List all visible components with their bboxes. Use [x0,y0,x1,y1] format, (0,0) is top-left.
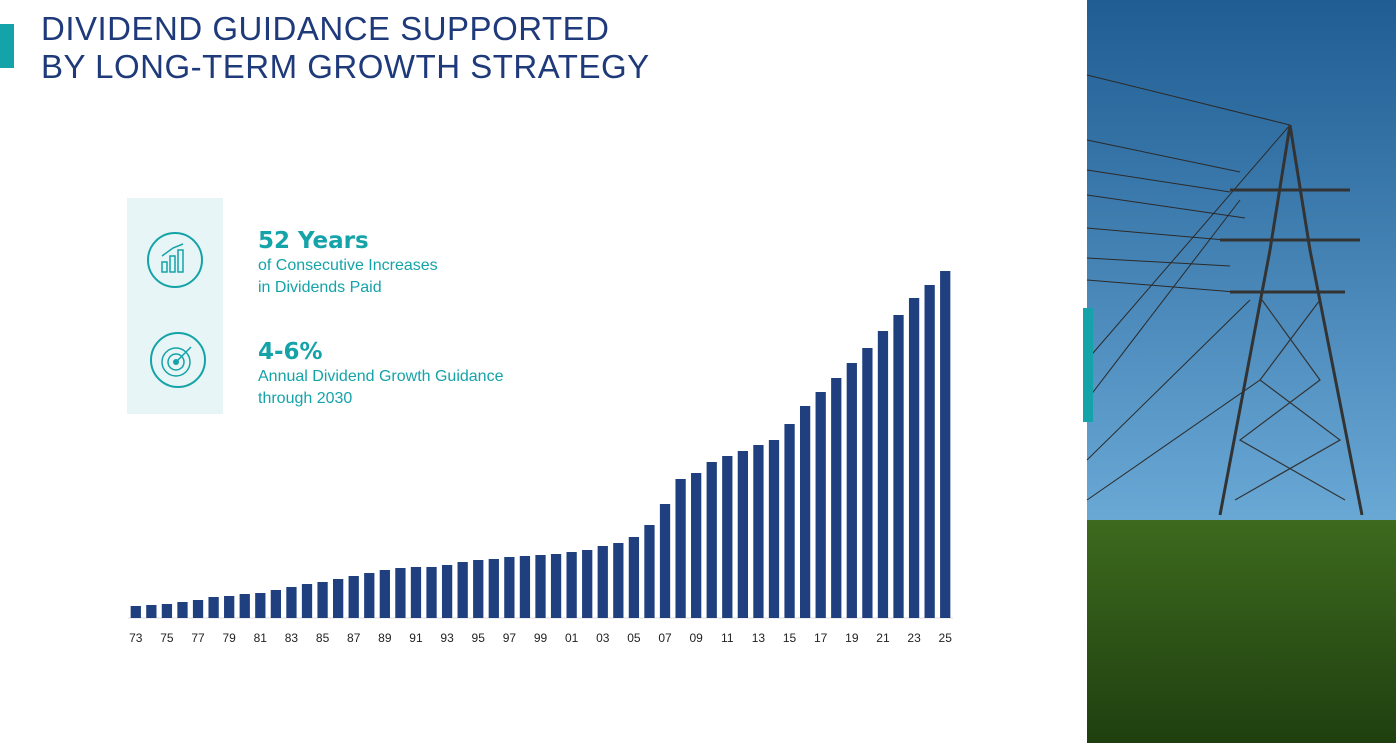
bar [426,567,437,618]
x-tick-label: 15 [783,631,797,645]
bar [441,565,453,618]
x-tick-label: 09 [689,631,703,645]
x-tick-label: 25 [939,631,953,645]
bar [737,451,748,618]
bar [597,546,608,618]
bar [208,597,219,618]
bar [192,600,204,618]
bar [691,473,702,618]
bar [753,445,764,618]
x-tick-label: 87 [347,631,361,645]
bar [224,596,235,618]
bar [706,462,717,618]
bar [768,440,780,618]
bar [799,406,811,618]
stat-text: through 2030 [258,390,353,407]
bar [831,378,842,618]
bar [395,568,406,618]
x-tick-label: 01 [565,631,579,645]
x-tick-label: 23 [907,631,921,645]
stat: 4-6% Annual Dividend Growth Guidance thr… [258,338,503,410]
bar [566,552,577,618]
x-tick-label: 77 [191,631,205,645]
x-tick-label: 21 [876,631,890,645]
stat-text: of Consecutive Increases [258,257,438,274]
x-tick-label: 17 [814,631,828,645]
bar [893,315,904,618]
x-tick-label: 13 [752,631,766,645]
x-tick-label: 05 [627,631,641,645]
bar [846,363,857,618]
bar [348,576,359,618]
x-tick-label: 85 [316,631,330,645]
bar [239,594,250,618]
bar [924,285,935,618]
bar [410,567,422,618]
bar [628,537,640,618]
icon-panel [127,198,223,414]
stat-headline: 52 Years [258,228,369,254]
bar [379,570,390,618]
x-tick-label: 93 [440,631,454,645]
bar [457,562,468,618]
bar [177,602,188,618]
icons [147,232,206,388]
title: DIVIDEND GUIDANCE SUPPORTED BY LONG-TERM… [41,10,650,86]
bar [908,298,920,618]
title-line: DIVIDEND GUIDANCE SUPPORTED [41,10,610,47]
bar [784,424,795,618]
bar [286,587,297,618]
bar [270,590,282,618]
stat: 52 Years of Consecutive Increases in Div… [258,227,438,299]
bar [473,560,484,618]
x-tick-label: 81 [254,631,268,645]
x-tick-label: 03 [596,631,610,645]
bar [255,593,266,618]
x-tick-label: 79 [222,631,236,645]
bar [364,573,375,618]
x-tick-label: 89 [378,631,392,645]
x-tick-label: 07 [658,631,672,645]
bar [815,392,826,618]
bar [317,582,328,618]
bar [582,550,593,618]
bar [659,504,671,618]
stat-headline: 4-6% [258,339,323,365]
bar [504,557,515,618]
accent-bar [0,24,14,68]
x-tick-label: 19 [845,631,859,645]
bar [722,456,733,618]
bar [161,604,173,618]
x-tick-label: 91 [409,631,423,645]
bar [535,555,546,618]
bar [644,525,655,618]
bar [488,559,499,618]
bar [519,556,531,618]
x-tick-label: 99 [534,631,548,645]
bar [550,554,562,618]
bar [146,605,157,618]
x-tick-label: 83 [285,631,299,645]
bar [940,271,951,618]
x-tick-label: 97 [503,631,517,645]
bar [301,584,313,618]
bar [675,479,686,618]
bar [333,579,344,618]
x-tick-label: 75 [160,631,174,645]
bar [877,331,889,618]
x-tick-label: 95 [472,631,486,645]
x-tick-label: 11 [721,631,734,645]
x-tick-label: 73 [129,631,143,645]
photo [1083,0,1396,743]
stat-text: Annual Dividend Growth Guidance [258,368,504,385]
bar [130,606,141,618]
title-line: BY LONG-TERM GROWTH STRATEGY [41,48,650,85]
bar [613,543,624,618]
bar [862,348,873,618]
stat-text: in Dividends Paid [258,279,382,296]
